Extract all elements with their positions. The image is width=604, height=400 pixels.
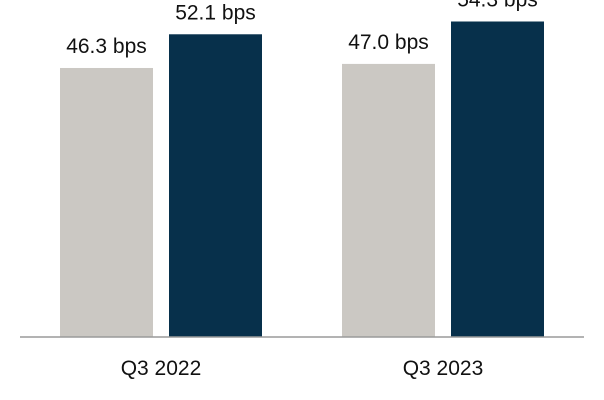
bar-series-2-q3-2023	[451, 21, 544, 337]
bar-series-2-q3-2022	[169, 34, 262, 337]
bar-series-1-q3-2022	[60, 67, 153, 338]
bar-series-1-q3-2023	[342, 63, 435, 338]
x-tick-labels-layer: Q3 2022 Q3 2023	[121, 357, 484, 380]
data-label-series-2-q3-2023: 54.3 bps	[457, 0, 538, 11]
bars-layer	[60, 21, 544, 338]
x-tick-label-q3-2023: Q3 2023	[403, 357, 484, 380]
data-label-series-1-q3-2023: 47.0 bps	[348, 31, 429, 54]
data-labels-layer: 46.3 bps 52.1 bps 47.0 bps 54.3 bps	[66, 0, 538, 58]
data-label-series-1-q3-2022: 46.3 bps	[66, 35, 147, 58]
data-label-series-2-q3-2022: 52.1 bps	[175, 1, 256, 24]
x-tick-label-q3-2022: Q3 2022	[121, 357, 202, 380]
